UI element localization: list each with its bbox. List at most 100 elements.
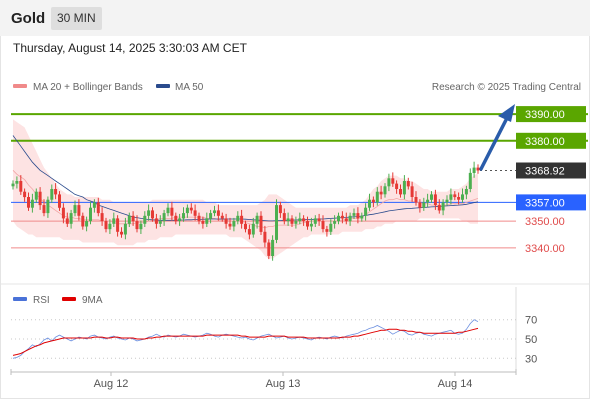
- candle-120: [476, 164, 480, 174]
- candle-body-62: [251, 223, 255, 235]
- rsi-ma-legend-label: 9MA: [82, 295, 103, 306]
- candle-88: [352, 208, 356, 219]
- candle-47: [193, 204, 197, 221]
- candle-48: [197, 212, 201, 225]
- candle-body-105: [418, 202, 422, 208]
- candle-43: [178, 213, 182, 226]
- candle-78: [313, 215, 317, 227]
- candle-body-71: [286, 218, 290, 222]
- candle-80: [321, 215, 325, 233]
- level-label-2: 3368.92: [525, 166, 565, 178]
- candle-body-117: [464, 189, 468, 195]
- candle-body-88: [352, 213, 356, 216]
- candle-50: [205, 212, 209, 227]
- candle-body-21: [92, 202, 96, 208]
- candle-body-35: [147, 210, 151, 216]
- level-badge-1: [516, 132, 586, 149]
- candle-61: [247, 224, 251, 240]
- candle-body-80: [321, 221, 325, 230]
- candle-body-64: [259, 215, 263, 232]
- candle-body-100: [399, 189, 402, 195]
- price-levels: [11, 113, 588, 249]
- candle-body-119: [472, 167, 476, 173]
- candle-12: [58, 191, 61, 211]
- candle-body-81: [325, 229, 329, 232]
- candle-10: [50, 184, 54, 203]
- candle-73: [294, 216, 298, 229]
- candle-body-12: [58, 194, 61, 208]
- candle-body-26: [112, 218, 116, 224]
- candle-54: [220, 212, 224, 222]
- candle-89: [356, 207, 360, 224]
- candle-body-37: [154, 218, 158, 224]
- candle-body-83: [333, 221, 337, 224]
- candle-body-110: [437, 205, 441, 211]
- level-badge-3: [516, 194, 586, 211]
- rsi-legend-swatch: [13, 297, 27, 301]
- candle-body-43: [178, 218, 182, 222]
- candle-69: [278, 201, 282, 218]
- candle-87: [348, 212, 352, 226]
- candle-body-23: [100, 213, 104, 222]
- forecast-arrow: [479, 104, 515, 171]
- candle-body-29: [123, 223, 127, 235]
- candle-body-0: [11, 183, 15, 187]
- candle-108: [430, 191, 433, 203]
- candle-34: [143, 211, 147, 227]
- candle-107: [426, 193, 430, 208]
- candle-110: [437, 199, 441, 214]
- candle-body-79: [317, 218, 321, 222]
- candle-31: [131, 211, 135, 226]
- candle-body-1: [15, 181, 19, 184]
- candle-98: [391, 172, 395, 187]
- candle-77: [309, 217, 313, 232]
- ma50-legend-swatch: [156, 84, 170, 88]
- candle-body-89: [356, 213, 360, 219]
- level-label-3: 3357.00: [525, 197, 565, 209]
- candle-24: [104, 217, 108, 233]
- candle-74: [298, 212, 302, 225]
- candle-body-60: [244, 223, 247, 230]
- candle-25: [108, 219, 112, 234]
- candle-body-99: [395, 183, 399, 189]
- timeframe-badge[interactable]: 30 MIN: [51, 7, 102, 30]
- candle-body-4: [27, 197, 30, 208]
- candle-body-52: [213, 210, 216, 214]
- candle-body-91: [364, 207, 368, 216]
- candle-58: [236, 211, 240, 225]
- candle-body-59: [240, 215, 244, 224]
- candle-70: [282, 208, 286, 225]
- candle-91: [364, 203, 368, 221]
- candle-body-113: [449, 194, 453, 200]
- candle-body-24: [104, 221, 108, 230]
- candle-119: [472, 161, 476, 178]
- candle-21: [92, 199, 96, 213]
- candle-112: [445, 195, 449, 206]
- candle-body-75: [302, 218, 306, 222]
- candle-29: [123, 217, 127, 240]
- candle-90: [360, 212, 364, 222]
- candle-11: [54, 183, 58, 200]
- candle-115: [457, 192, 461, 205]
- candle-body-22: [96, 202, 100, 214]
- candle-1: [15, 176, 19, 189]
- rsi-tick-label-1: 50: [525, 334, 537, 346]
- candle-body-84: [337, 215, 340, 222]
- candle-body-19: [85, 221, 89, 227]
- candle-body-25: [108, 223, 112, 230]
- header-bar: Gold 30 MIN: [0, 0, 590, 36]
- candle-body-115: [457, 197, 461, 200]
- candle-body-103: [410, 186, 414, 197]
- candle-64: [259, 211, 263, 235]
- candle-body-50: [205, 218, 209, 224]
- candle-105: [418, 199, 422, 213]
- candle-13: [61, 203, 65, 224]
- instrument-title: Gold: [11, 10, 46, 27]
- candle-52: [213, 205, 216, 217]
- candle-102: [406, 177, 410, 190]
- candle-body-40: [166, 207, 170, 214]
- candle-51: [209, 209, 213, 224]
- candle-23: [100, 207, 104, 226]
- candle-body-54: [220, 215, 224, 219]
- candle-83: [333, 215, 337, 229]
